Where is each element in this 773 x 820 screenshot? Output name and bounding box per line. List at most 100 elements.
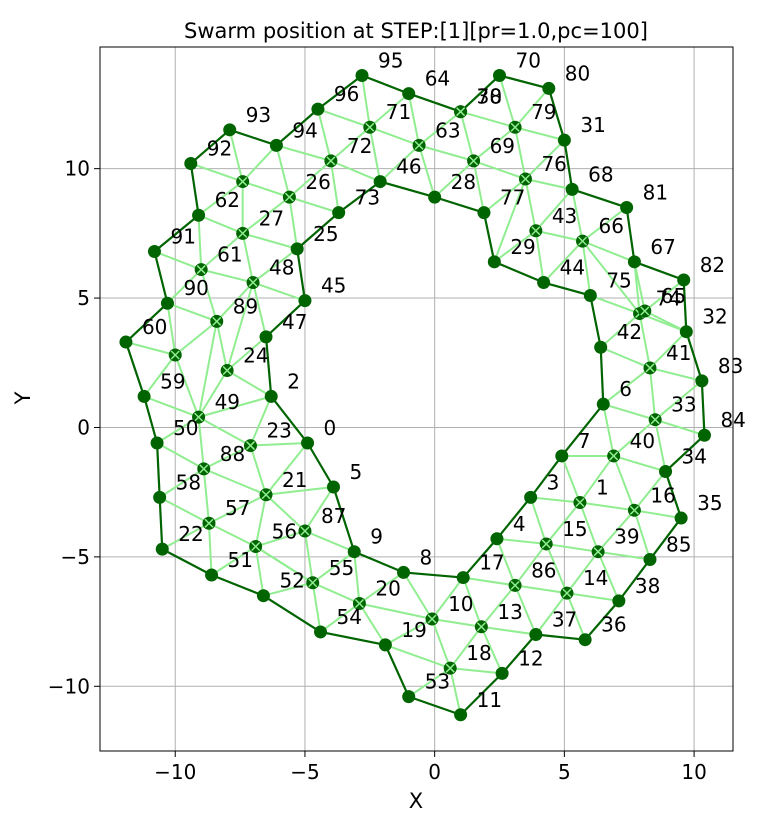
inner-edges <box>125 74 705 715</box>
agent-label: 56 <box>272 520 297 544</box>
inner-edge <box>316 108 332 162</box>
agent-marker-boundary <box>137 389 151 403</box>
inner-edge <box>156 442 205 470</box>
agent-label: 32 <box>702 305 727 329</box>
agent-marker-hatch <box>650 415 660 425</box>
inner-edge <box>459 111 475 162</box>
agent-label: 14 <box>583 566 608 590</box>
agent-label: 33 <box>671 393 696 417</box>
inner-edge <box>472 160 485 213</box>
inner-edge <box>211 545 257 576</box>
agent-label: 60 <box>142 315 167 339</box>
agent-marker-hatch <box>238 228 248 238</box>
boundary-edge <box>403 571 464 579</box>
agent-marker-hatch <box>365 122 375 132</box>
agent-label: 68 <box>588 162 613 186</box>
inner-edge <box>379 144 420 183</box>
inner-edge <box>174 354 200 418</box>
boundary-edge <box>501 633 537 675</box>
inner-edge <box>402 571 433 620</box>
agent-label: 88 <box>220 442 245 466</box>
inner-edge <box>633 470 667 511</box>
inner-edge <box>498 75 517 128</box>
agent-marker-hatch <box>531 226 541 236</box>
agent-marker-hatch <box>199 464 209 474</box>
inner-edge <box>644 279 685 312</box>
agent-label: 71 <box>386 100 411 124</box>
inner-edge <box>638 313 651 369</box>
boundary-edge <box>296 248 307 301</box>
inner-edge <box>263 581 313 597</box>
agent-marker-boundary <box>378 638 392 652</box>
agent-label: 27 <box>259 206 284 230</box>
boundary-edge <box>143 396 159 444</box>
boundary-edge <box>353 550 404 574</box>
inner-edge <box>480 584 516 628</box>
agent-marker-boundary <box>490 532 504 546</box>
agent-label: 66 <box>599 214 624 238</box>
boundary-edge <box>547 88 566 141</box>
inner-edge <box>249 445 267 496</box>
agent-marker-boundary <box>332 206 346 220</box>
agent-marker-boundary <box>555 449 569 463</box>
inner-edge <box>330 126 371 162</box>
boundary-edge <box>338 180 381 214</box>
boundary-edge <box>408 695 461 716</box>
inner-edge <box>317 108 371 129</box>
inner-edge <box>197 321 218 418</box>
boundary-edges <box>124 74 706 716</box>
agent-marker-hatch <box>427 614 437 624</box>
agent-label: 72 <box>347 134 372 158</box>
agent-marker-boundary <box>155 542 169 556</box>
inner-edge <box>530 496 581 504</box>
agent-label: 0 <box>324 416 337 440</box>
boundary-edge <box>599 347 605 405</box>
x-axis-title: X <box>409 789 423 813</box>
inner-edge <box>303 530 314 583</box>
boundary-edge <box>571 188 627 209</box>
boundary-edge <box>649 517 682 561</box>
agent-marker-hatch <box>578 236 588 246</box>
inner-edge <box>529 497 548 545</box>
inner-edge <box>535 188 573 232</box>
boundary-edge <box>320 630 386 646</box>
inner-edge <box>288 196 299 250</box>
inner-edge <box>582 240 635 263</box>
agent-marker-boundary <box>355 68 369 82</box>
inner-edge <box>431 618 482 628</box>
agent-marker-boundary <box>627 255 641 269</box>
inner-edge <box>368 127 382 182</box>
inner-edge <box>496 537 547 545</box>
inner-edge <box>546 542 599 553</box>
agent-label: 20 <box>375 576 400 600</box>
agent-marker-hatch <box>170 350 180 360</box>
agent-marker-boundary <box>428 190 442 204</box>
agent-label: 58 <box>176 470 201 494</box>
agent-marker-boundary <box>493 68 507 82</box>
agent-label: 3 <box>547 470 560 494</box>
inner-edge <box>535 592 568 636</box>
agent-label: 46 <box>396 155 421 179</box>
boundary-edge <box>124 341 146 397</box>
agent-marker-hatch <box>510 122 520 132</box>
agent-marker-boundary <box>314 625 328 639</box>
agent-marker-hatch <box>251 541 261 552</box>
inner-edge <box>634 509 682 520</box>
agent-marker-hatch <box>414 140 424 150</box>
boundary-edge <box>664 471 683 519</box>
agent-marker-hatch <box>575 497 585 508</box>
agent-marker-boundary <box>524 490 538 504</box>
inner-edge <box>514 87 550 128</box>
agent-label: 83 <box>718 354 743 378</box>
inner-edge <box>535 229 583 243</box>
agent-label: 80 <box>565 61 590 85</box>
agent-marker-hatch <box>541 539 551 549</box>
boundary-edge <box>317 74 363 110</box>
agent-marker-hatch <box>629 505 639 515</box>
inner-edge <box>255 530 306 548</box>
agent-marker-boundary <box>402 690 416 704</box>
inner-edge <box>216 281 254 323</box>
inner-edge <box>166 303 177 356</box>
agent-marker-boundary <box>594 340 608 354</box>
